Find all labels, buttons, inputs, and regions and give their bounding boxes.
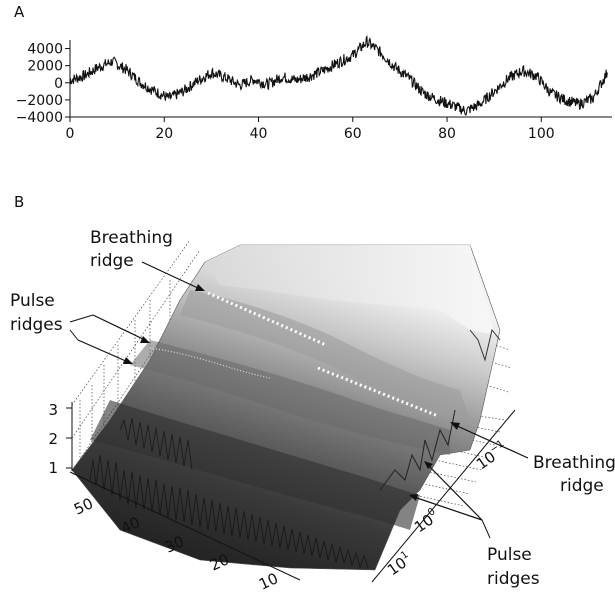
panel-label-a: A (14, 3, 25, 21)
y-tick-label: −2000 (16, 93, 63, 109)
svg-text:Breathing: Breathing (90, 228, 173, 248)
z-tick-label: 3 (48, 401, 58, 419)
svg-text:Pulse: Pulse (487, 545, 532, 565)
svg-text:ridge: ridge (90, 251, 134, 271)
annotation-breathing-ridge-right: Breathing ridge (450, 422, 615, 496)
x-tick-label: 100 (528, 126, 555, 142)
y-tick-label: −4000 (16, 110, 63, 126)
z-axis: 3 2 1 (48, 401, 73, 477)
time-tick-label: 10 (256, 569, 281, 593)
freq-tick-label: 101 (383, 549, 415, 579)
panel-label-b: B (14, 193, 24, 211)
x-tick-label: 60 (344, 126, 362, 142)
x-tick-label: 20 (155, 126, 173, 142)
svg-text:Breathing: Breathing (533, 453, 615, 473)
x-tick-label: 0 (66, 126, 75, 142)
svg-text:Pulse: Pulse (10, 291, 55, 311)
signal-line (69, 35, 608, 116)
y-tick-label: 4000 (27, 42, 63, 58)
svg-text:ridges: ridges (10, 315, 63, 335)
annotation-pulse-ridges-left: Pulse ridges (10, 291, 150, 364)
annotation-breathing-ridge-top: Breathing ridge (90, 228, 205, 291)
x-ticks: 0 20 40 60 80 100 (66, 117, 555, 142)
svg-text:ridge: ridge (560, 476, 604, 496)
y-tick-label: 0 (54, 76, 63, 92)
z-tick-label: 1 (48, 459, 58, 477)
freq-tick-label: 10−1 (472, 438, 511, 473)
time-tick-label: 50 (71, 494, 96, 518)
svg-text:ridges: ridges (487, 569, 540, 589)
panel-b: B (10, 193, 615, 594)
x-tick-label: 40 (250, 126, 268, 142)
z-tick-label: 2 (48, 430, 58, 448)
surface-3d (71, 244, 501, 571)
annotation-pulse-ridges-right: Pulse ridges (409, 461, 540, 589)
x-tick-label: 80 (438, 126, 456, 142)
y-tick-label: 2000 (27, 59, 63, 75)
